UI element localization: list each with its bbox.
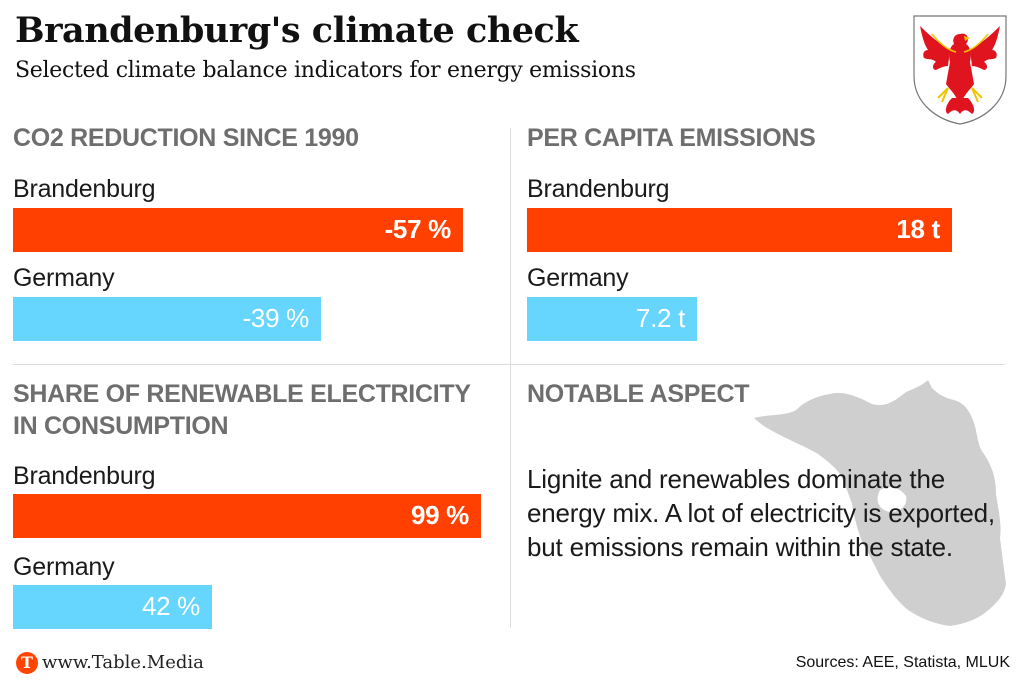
sources-note: Sources: AEE, Statista, MLUK	[795, 654, 1010, 671]
horizontal-divider	[13, 364, 1005, 365]
data-label: -39 %	[242, 303, 310, 333]
category-label: Brandenburg	[13, 175, 156, 203]
data-label: 18 t	[896, 214, 940, 244]
brandenburg-map-icon	[754, 380, 1006, 626]
data-label: 7.2 t	[635, 303, 685, 333]
bar-germany: -39 %	[13, 297, 321, 341]
category-label: Brandenburg	[13, 462, 156, 490]
bar-brandenburg: 99 %	[13, 494, 481, 538]
category-label: Germany	[13, 553, 115, 581]
page-subtitle: Selected climate balance indicators for …	[15, 58, 636, 83]
bar-germany: 42 %	[13, 585, 212, 629]
table-media-logo-icon: T	[16, 652, 38, 674]
section-title-line-1: SHARE OF RENEWABLE ELECTRICITY	[13, 380, 471, 408]
brandenburg-coat-of-arms-icon	[913, 15, 1007, 125]
bar-brandenburg: -57 %	[13, 208, 463, 252]
section-title: NOTABLE ASPECT	[527, 380, 750, 408]
data-label: 99 %	[410, 500, 469, 530]
notable-aspect-text: Lignite and renewables dominate the ener…	[527, 464, 995, 562]
website-link[interactable]: www.Table.Media	[42, 652, 204, 673]
bar-brandenburg: 18 t	[527, 208, 952, 252]
data-label: -57 %	[384, 214, 452, 244]
bar-germany: 7.2 t	[527, 297, 697, 341]
page-title: Brandenburg's climate check	[15, 10, 579, 51]
category-label: Germany	[527, 264, 629, 292]
section-title: CO2 REDUCTION SINCE 1990	[13, 124, 359, 152]
section-title: PER CAPITA EMISSIONS	[527, 124, 816, 152]
data-label: 42 %	[141, 591, 200, 621]
vertical-divider	[510, 128, 511, 628]
category-label: Germany	[13, 264, 115, 292]
category-label: Brandenburg	[527, 175, 670, 203]
section-title-line-2: IN CONSUMPTION	[13, 412, 229, 440]
